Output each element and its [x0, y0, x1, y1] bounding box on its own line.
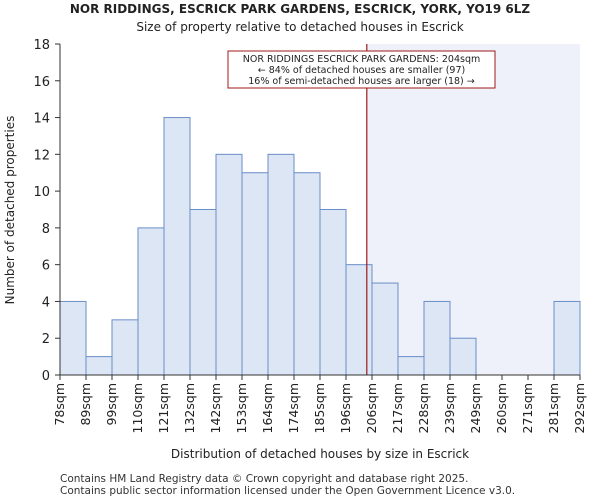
x-tick-label-16: 249sqm — [468, 383, 483, 433]
y-tick-label-18: 18 — [33, 38, 50, 53]
bar-9 — [293, 172, 321, 376]
bar-6 — [215, 153, 243, 376]
annotation-line-1: NOR RIDDINGS ESCRICK PARK GARDENS: 204sq… — [243, 54, 480, 65]
y-tick-label-2: 2 — [42, 332, 50, 347]
y-tick-label-4: 4 — [42, 295, 50, 310]
y-tick-label-16: 16 — [33, 75, 50, 90]
x-tick-label-2: 99sqm — [104, 383, 119, 426]
x-tick-label-3: 110sqm — [130, 383, 145, 433]
x-tick-label-15: 239sqm — [442, 383, 457, 433]
bar-7 — [241, 172, 269, 376]
chart-title-line-1: NOR RIDDINGS, ESCRICK PARK GARDENS, ESCR… — [70, 2, 531, 16]
annotation-line-2: ← 84% of detached houses are smaller (97… — [258, 65, 465, 76]
x-tick-label-20: 292sqm — [572, 383, 587, 433]
x-tick-label-1: 89sqm — [78, 383, 93, 426]
bar-4 — [163, 117, 191, 376]
bar-5 — [189, 209, 217, 376]
bar-12 — [371, 282, 399, 376]
x-axis-label: Distribution of detached houses by size … — [171, 447, 469, 461]
footer-line-2: Contains public sector information licen… — [60, 485, 516, 497]
x-tick-label-9: 174sqm — [286, 383, 301, 433]
y-tick-label-14: 14 — [33, 112, 50, 127]
bar-3 — [137, 227, 165, 376]
x-tick-label-12: 206sqm — [364, 383, 379, 433]
y-tick-label-6: 6 — [42, 259, 50, 274]
bar-2 — [111, 319, 139, 376]
bar-13 — [397, 356, 425, 376]
x-tick-label-10: 185sqm — [312, 383, 327, 433]
x-tick-label-17: 260sqm — [494, 383, 509, 433]
x-tick-label-11: 196sqm — [338, 383, 353, 433]
x-tick-label-19: 281sqm — [546, 383, 561, 433]
x-tick-label-0: 78sqm — [52, 383, 67, 426]
y-axis-label: Number of detached properties — [3, 116, 17, 305]
footer-line-1: Contains HM Land Registry data © Crown c… — [60, 473, 469, 485]
bar-10 — [319, 209, 347, 376]
x-tick-label-8: 164sqm — [260, 383, 275, 433]
x-tick-label-4: 121sqm — [156, 383, 171, 433]
highlight-region — [366, 44, 580, 375]
bar-15 — [449, 337, 477, 376]
x-tick-label-6: 142sqm — [208, 383, 223, 433]
bar-19 — [553, 300, 581, 376]
bar-0 — [59, 300, 87, 376]
y-tick-label-8: 8 — [42, 222, 50, 237]
bar-11 — [345, 264, 373, 376]
y-tick-label-12: 12 — [33, 148, 50, 163]
bar-8 — [267, 153, 295, 376]
y-tick-label-0: 0 — [42, 369, 50, 384]
bar-14 — [423, 300, 451, 376]
x-tick-label-7: 153sqm — [234, 383, 249, 433]
annotation-box — [227, 50, 496, 89]
x-tick-label-13: 217sqm — [390, 383, 405, 433]
bar-1 — [85, 356, 113, 376]
annotation-line-3: 16% of semi-detached houses are larger (… — [248, 76, 475, 87]
x-tick-label-18: 271sqm — [520, 383, 535, 433]
y-tick-label-10: 10 — [33, 185, 50, 200]
x-tick-label-14: 228sqm — [416, 383, 431, 433]
chart-title-line-2: Size of property relative to detached ho… — [136, 20, 463, 34]
x-tick-label-5: 132sqm — [182, 383, 197, 433]
